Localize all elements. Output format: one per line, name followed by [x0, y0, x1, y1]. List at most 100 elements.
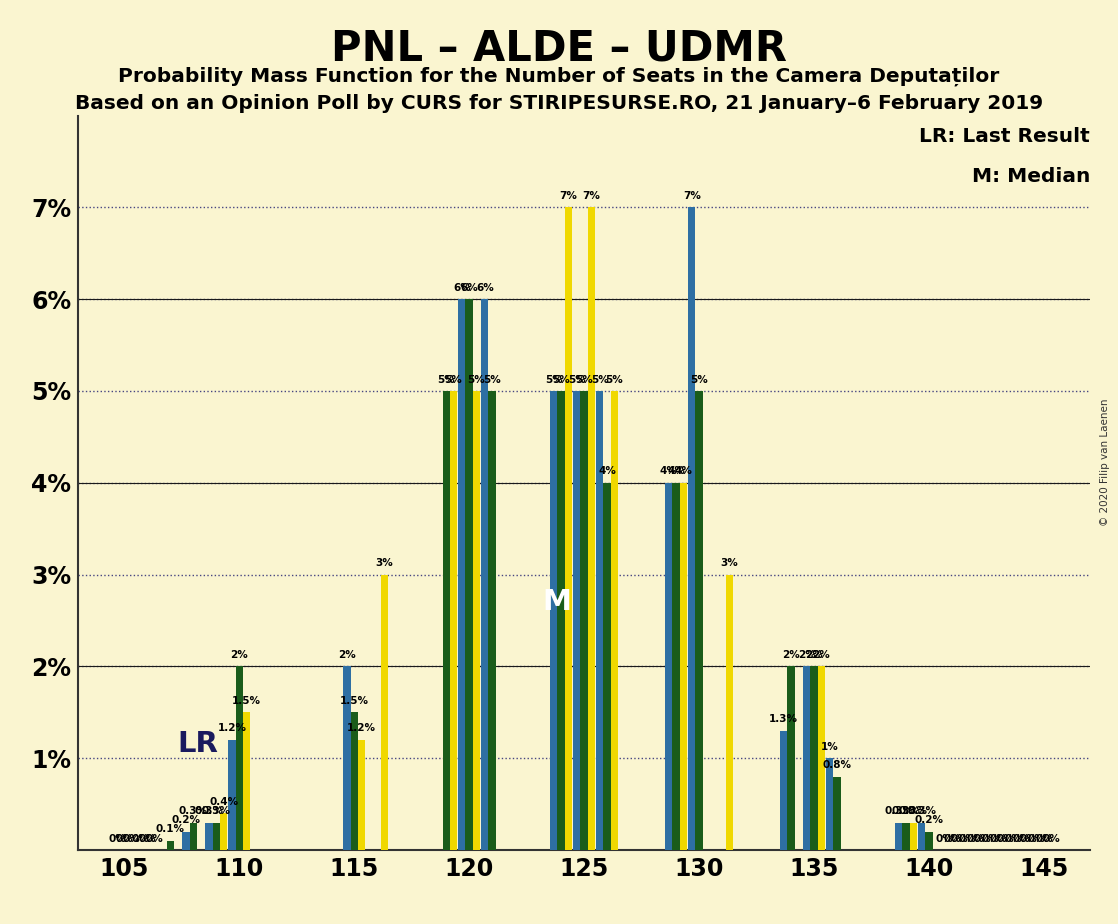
Text: 0%: 0%	[989, 833, 1007, 844]
Text: 0%: 0%	[1027, 833, 1045, 844]
Text: 0%: 0%	[996, 833, 1014, 844]
Text: 0%: 0%	[936, 833, 954, 844]
Text: 1.3%: 1.3%	[769, 714, 798, 724]
Text: 2%: 2%	[805, 650, 823, 660]
Text: 0%: 0%	[974, 833, 992, 844]
Bar	[826, 759, 833, 850]
Text: 0.3%: 0.3%	[891, 806, 920, 816]
Text: PNL – ALDE – UDMR: PNL – ALDE – UDMR	[331, 28, 787, 69]
Text: 5%: 5%	[606, 374, 624, 384]
Text: 6%: 6%	[461, 283, 479, 293]
Text: 0%: 0%	[131, 833, 149, 844]
Text: 0.2%: 0.2%	[171, 815, 200, 825]
Text: 6%: 6%	[453, 283, 471, 293]
Bar	[220, 813, 227, 850]
Text: 5%: 5%	[467, 374, 485, 384]
Bar	[465, 299, 473, 850]
Text: 2%: 2%	[338, 650, 356, 660]
Text: 3%: 3%	[721, 558, 738, 568]
Bar	[449, 391, 457, 850]
Text: 5%: 5%	[576, 374, 593, 384]
Text: 0%: 0%	[1035, 833, 1053, 844]
Text: 6%: 6%	[476, 283, 494, 293]
Text: 0%: 0%	[115, 833, 133, 844]
Text: 5%: 5%	[690, 374, 708, 384]
Bar	[550, 391, 558, 850]
Text: 1.5%: 1.5%	[340, 696, 369, 706]
Text: 4%: 4%	[660, 467, 678, 477]
Bar	[596, 391, 604, 850]
Text: 5%: 5%	[552, 374, 570, 384]
Bar	[558, 391, 565, 850]
Text: 5%: 5%	[483, 374, 501, 384]
Bar	[695, 391, 703, 850]
Text: LR: LR	[178, 731, 218, 759]
Bar	[243, 712, 250, 850]
Bar	[910, 822, 917, 850]
Text: 2%: 2%	[813, 650, 831, 660]
Text: 0.3%: 0.3%	[195, 806, 224, 816]
Text: 1.2%: 1.2%	[347, 723, 376, 734]
Text: 0%: 0%	[1043, 833, 1060, 844]
Text: 0.1%: 0.1%	[155, 824, 184, 834]
Text: 0%: 0%	[944, 833, 961, 844]
Text: 5%: 5%	[544, 374, 562, 384]
Bar	[817, 666, 825, 850]
Text: M: Median: M: Median	[972, 167, 1090, 186]
Text: 0.3%: 0.3%	[907, 806, 936, 816]
Bar	[896, 822, 902, 850]
Text: © 2020 Filip van Laenen: © 2020 Filip van Laenen	[1100, 398, 1109, 526]
Bar	[574, 391, 580, 850]
Text: 3%: 3%	[376, 558, 394, 568]
Text: Based on an Opinion Poll by CURS for STIRIPESURSE.RO, 21 January–6 February 2019: Based on an Opinion Poll by CURS for STI…	[75, 94, 1043, 114]
Bar	[610, 391, 618, 850]
Bar	[580, 391, 588, 850]
Bar	[688, 207, 695, 850]
Bar	[458, 299, 465, 850]
Bar	[190, 822, 197, 850]
Text: 0%: 0%	[959, 833, 977, 844]
Text: Probability Mass Function for the Number of Seats in the Camera Deputaților: Probability Mass Function for the Number…	[119, 67, 999, 86]
Bar	[726, 575, 733, 850]
Bar	[206, 822, 212, 850]
Text: 5%: 5%	[437, 374, 455, 384]
Text: 5%: 5%	[568, 374, 586, 384]
Bar	[236, 666, 243, 850]
Text: M: M	[542, 589, 571, 616]
Bar	[588, 207, 595, 850]
Bar	[167, 841, 174, 850]
Text: 7%: 7%	[683, 191, 701, 201]
Bar	[811, 666, 817, 850]
Text: 0%: 0%	[950, 833, 968, 844]
Text: 4%: 4%	[667, 467, 685, 477]
Text: 7%: 7%	[560, 191, 578, 201]
Text: 0.2%: 0.2%	[915, 815, 944, 825]
Text: 2%: 2%	[783, 650, 800, 660]
Bar	[803, 666, 811, 850]
Text: 2%: 2%	[230, 650, 248, 660]
Text: 0.4%: 0.4%	[209, 796, 238, 807]
Bar	[358, 740, 366, 850]
Bar	[489, 391, 496, 850]
Bar	[787, 666, 795, 850]
Text: 0%: 0%	[139, 833, 157, 844]
Text: 0.3%: 0.3%	[201, 806, 230, 816]
Text: 0.3%: 0.3%	[179, 806, 208, 816]
Text: 0.3%: 0.3%	[884, 806, 913, 816]
Text: 0%: 0%	[145, 833, 163, 844]
Bar	[381, 575, 388, 850]
Bar	[780, 731, 787, 850]
Bar	[212, 822, 220, 850]
Text: 5%: 5%	[591, 374, 608, 384]
Bar	[473, 391, 481, 850]
Text: 0%: 0%	[1020, 833, 1038, 844]
Text: 4%: 4%	[598, 467, 616, 477]
Text: 0.3%: 0.3%	[899, 806, 928, 816]
Text: 1%: 1%	[821, 742, 838, 752]
Text: 0%: 0%	[982, 833, 999, 844]
Bar	[665, 482, 672, 850]
Bar	[481, 299, 489, 850]
Bar	[565, 207, 572, 850]
Text: 0%: 0%	[966, 833, 984, 844]
Bar	[351, 712, 358, 850]
